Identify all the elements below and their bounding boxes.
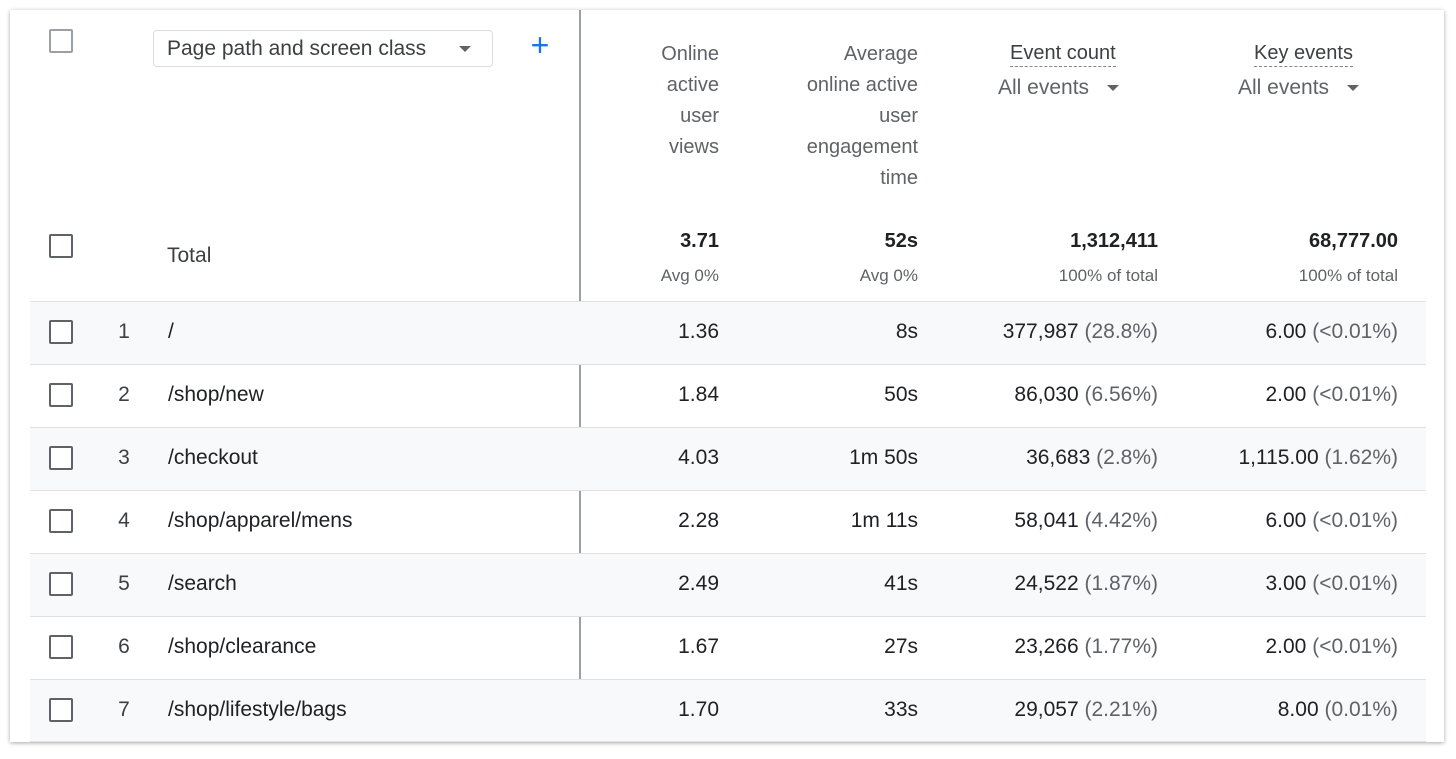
row-page-path: /search (168, 572, 237, 595)
row-engagement: 33s (884, 698, 918, 721)
row-select-checkbox[interactable] (49, 698, 73, 722)
row-page-path: /shop/clearance (168, 635, 317, 658)
row-event-count: 86,030 (6.56%) (1014, 383, 1158, 406)
row-page-path: /shop/new (168, 383, 264, 406)
report-card: Page path and screen class + Online acti… (10, 10, 1444, 742)
data-table: Page path and screen class + Online acti… (30, 10, 1426, 742)
total-key-events: 68,777.00 (1309, 230, 1398, 252)
table-row[interactable]: 5 /search 2.49 41s 24,522 (1.87%) 3.00 (… (30, 553, 1426, 616)
row-index: 7 (118, 698, 130, 721)
header-select-checkbox[interactable] (49, 29, 73, 53)
table-row[interactable]: 6 /shop/clearance 1.67 27s 23,266 (1.77%… (30, 616, 1426, 679)
row-page-path: /shop/lifestyle/bags (168, 698, 347, 721)
row-key-events: 3.00 (<0.01%) (1265, 572, 1398, 595)
col-head-key-events: Key events (1254, 42, 1353, 67)
row-views: 1.84 (678, 383, 719, 406)
total-views: 3.71 (680, 230, 719, 252)
dimension-select[interactable]: Page path and screen class (153, 30, 493, 67)
row-event-count: 377,987 (28.8%) (1002, 320, 1158, 343)
event-count-filter-select[interactable]: All events (998, 76, 1120, 100)
row-index: 3 (118, 446, 130, 469)
column-divider (579, 10, 581, 742)
table-row[interactable]: 3 /checkout 4.03 1m 50s 36,683 (2.8%) 1,… (30, 427, 1426, 490)
col-head-event-count: Event count (1010, 42, 1116, 67)
total-select-checkbox[interactable] (49, 234, 73, 258)
row-event-count: 58,041 (4.42%) (1014, 509, 1158, 532)
dimension-select-label: Page path and screen class (167, 36, 427, 60)
row-key-events: 2.00 (<0.01%) (1265, 383, 1398, 406)
row-engagement: 41s (884, 572, 918, 595)
row-key-events: 6.00 (<0.01%) (1265, 320, 1398, 343)
row-event-count: 23,266 (1.77%) (1014, 635, 1158, 658)
row-select-checkbox[interactable] (49, 572, 73, 596)
row-select-checkbox[interactable] (49, 635, 73, 659)
table-row[interactable]: 1 / 1.36 8s 377,987 (28.8%) 6.00 (<0.01%… (30, 301, 1426, 364)
table-row[interactable]: 2 /shop/new 1.84 50s 86,030 (6.56%) 2.00… (30, 364, 1426, 427)
row-key-events: 1,115.00 (1.62%) (1238, 446, 1398, 469)
row-event-count: 24,522 (1.87%) (1014, 572, 1158, 595)
key-events-filter-select[interactable]: All events (1238, 76, 1360, 100)
row-select-checkbox[interactable] (49, 320, 73, 344)
row-select-checkbox[interactable] (49, 446, 73, 470)
row-engagement: 27s (884, 635, 918, 658)
row-engagement: 50s (884, 383, 918, 406)
total-event-count-sub: 100% of total (1058, 266, 1158, 285)
total-engagement-sub: Avg 0% (859, 266, 918, 285)
total-key-events-sub: 100% of total (1298, 266, 1398, 285)
row-index: 1 (118, 320, 130, 343)
row-engagement: 1m 11s (850, 509, 918, 532)
row-views: 1.36 (678, 320, 719, 343)
table-row[interactable]: 7 /shop/lifestyle/bags 1.70 33s 29,057 (… (30, 679, 1426, 742)
chevron-down-icon (1347, 85, 1360, 92)
row-engagement: 1m 50s (849, 446, 918, 469)
row-views: 4.03 (678, 446, 719, 469)
col-head-online-active-user-views[interactable]: Online active user views (661, 43, 719, 158)
add-dimension-icon[interactable]: + (530, 27, 550, 63)
row-key-events: 6.00 (<0.01%) (1265, 509, 1398, 532)
total-engagement: 52s (884, 230, 918, 252)
row-views: 2.49 (678, 572, 719, 595)
row-key-events: 2.00 (<0.01%) (1265, 635, 1398, 658)
row-select-checkbox[interactable] (49, 509, 73, 533)
row-views: 2.28 (678, 509, 719, 532)
row-index: 6 (118, 635, 130, 658)
row-index: 5 (118, 572, 130, 595)
row-views: 1.70 (678, 698, 719, 721)
table-row[interactable]: 4 /shop/apparel/mens 2.28 1m 11s 58,041 … (30, 490, 1426, 553)
row-index: 2 (118, 383, 130, 406)
event-count-title[interactable]: Event count (1010, 42, 1116, 67)
row-select-checkbox[interactable] (49, 383, 73, 407)
total-label: Total (167, 244, 212, 267)
row-page-path: /checkout (168, 446, 258, 469)
row-page-path: /shop/apparel/mens (168, 509, 353, 532)
row-page-path: / (168, 320, 174, 343)
key-events-title[interactable]: Key events (1254, 42, 1353, 67)
row-views: 1.67 (678, 635, 719, 658)
chevron-down-icon (459, 46, 471, 52)
row-key-events: 8.00 (0.01%) (1277, 698, 1398, 721)
total-views-sub: Avg 0% (660, 266, 719, 285)
total-event-count: 1,312,411 (1070, 230, 1158, 252)
row-event-count: 36,683 (2.8%) (1026, 446, 1158, 469)
chevron-down-icon (1107, 85, 1120, 92)
col-head-avg-engagement-time[interactable]: Average online active user engagement ti… (806, 43, 918, 189)
row-engagement: 8s (895, 320, 918, 343)
row-event-count: 29,057 (2.21%) (1014, 698, 1158, 721)
row-index: 4 (118, 509, 130, 532)
